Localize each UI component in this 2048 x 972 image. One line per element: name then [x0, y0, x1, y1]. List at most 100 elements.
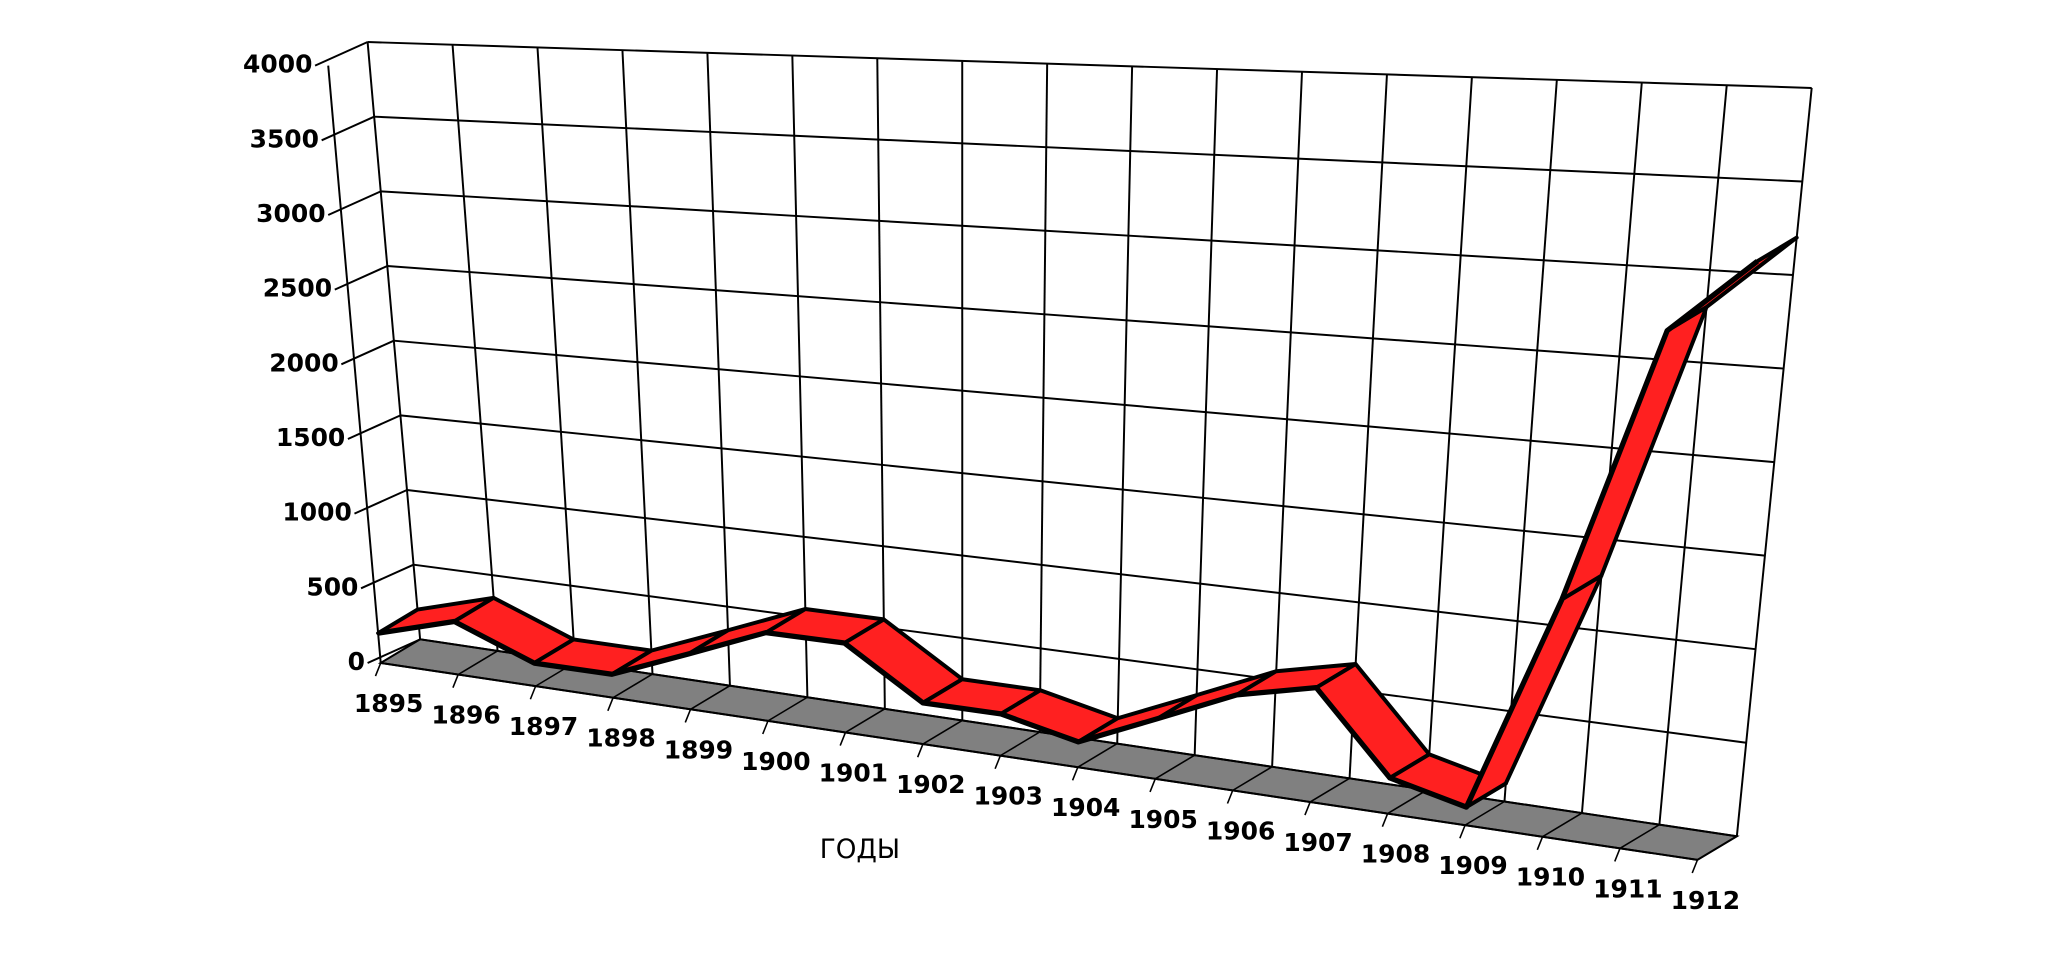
x-tick-label: 1903 [974, 782, 1043, 811]
x-tick [1077, 742, 1118, 768]
x-tick-out [994, 755, 1002, 770]
grid-line-vertical [1271, 71, 1303, 767]
grid-line-vertical [876, 58, 886, 709]
x-tick-out [1226, 790, 1234, 804]
grid-line [406, 489, 1756, 651]
x-tick [922, 719, 963, 745]
grid-line-vertical [621, 50, 654, 675]
x-tick-label: 1899 [664, 735, 733, 764]
x-tick-label: 1901 [819, 758, 888, 787]
y-tick [347, 414, 401, 440]
x-tick-label: 1907 [1283, 828, 1352, 857]
x-tick [1464, 800, 1505, 826]
x-tick [845, 708, 886, 734]
grid-line-vertical [1503, 79, 1558, 802]
grid-line-vertical [451, 44, 499, 651]
x-tick-label: 1912 [1671, 886, 1740, 915]
grid-line [400, 414, 1766, 557]
y-tick-label: 0 [348, 647, 365, 676]
x-tick [1697, 835, 1738, 861]
x-tick-out [1614, 848, 1621, 862]
x-tick-label: 1896 [431, 701, 500, 730]
x-tick [380, 638, 421, 664]
x-tick-label: 1895 [354, 689, 423, 718]
x-tick [612, 673, 653, 699]
y-tick-label: 500 [306, 572, 358, 601]
y-tick [314, 41, 369, 67]
x-tick [457, 650, 498, 676]
y-tick-label: 3000 [256, 199, 325, 228]
grid-line-vertical [1193, 69, 1219, 756]
x-tick-label: 1902 [896, 770, 965, 799]
x-tick-label: 1897 [509, 712, 578, 741]
y-tick [340, 339, 395, 366]
y-tick [334, 265, 388, 291]
y-tick [367, 638, 421, 664]
grid-line-vertical [536, 47, 577, 663]
grid-line [393, 339, 1775, 464]
grid-line-vertical [791, 55, 809, 698]
x-tick [999, 731, 1041, 757]
y-tick [354, 489, 408, 515]
x-tick [767, 696, 808, 722]
grid-line-vertical [1038, 63, 1049, 733]
x-tick [690, 684, 731, 710]
x-tick-out [452, 674, 459, 688]
x-tick-label: 1904 [1051, 793, 1120, 822]
x-tick [1154, 754, 1196, 780]
x-tick-out [607, 697, 614, 712]
y-tick [321, 115, 375, 142]
grid-line [387, 265, 1784, 370]
x-tick [1309, 777, 1350, 803]
x-tick-label: 1905 [1128, 805, 1197, 834]
x-tick-label: 1900 [741, 747, 810, 776]
x-axis [380, 661, 1698, 861]
x-tick-out [839, 732, 847, 746]
x-tick-out [1381, 813, 1389, 827]
y-tick [360, 563, 414, 590]
x-tick-out [1071, 766, 1079, 781]
ribbon-segment [1464, 573, 1604, 810]
grid-line [380, 190, 1794, 277]
x-tick-label: 1908 [1361, 840, 1430, 869]
x-tick [1619, 823, 1660, 849]
x-tick-out [1149, 778, 1157, 793]
grid-line-vertical [1658, 85, 1728, 825]
x-tick-out [1304, 801, 1311, 816]
grid-line-vertical [1348, 74, 1388, 779]
x-tick-label: 1909 [1438, 851, 1507, 880]
grid-line-vertical [366, 41, 422, 640]
x-tick [1387, 789, 1428, 815]
line [377, 259, 1759, 810]
x-tick-out [916, 743, 924, 758]
y-tick-label: 1000 [282, 498, 351, 527]
x-tick-out [529, 685, 537, 700]
grid-line-vertical [1580, 82, 1643, 814]
x-tick-label: 1906 [1206, 816, 1275, 845]
x-tick-out [1536, 836, 1544, 851]
x-tick-out [1459, 824, 1466, 839]
x-axis-title: ГОДЫ [820, 835, 900, 865]
x-tick-label: 1910 [1516, 863, 1585, 892]
y-tick-label: 4000 [243, 50, 312, 79]
grid-line-vertical [1426, 77, 1473, 790]
y-axis [327, 65, 382, 664]
y-tick-label: 1500 [276, 423, 345, 452]
grid-line-vertical [1116, 66, 1134, 744]
y-tick-label: 3500 [250, 124, 319, 153]
x-tick-out [1691, 859, 1699, 874]
y-tick-label: 2500 [263, 274, 332, 303]
x-tick-out [762, 720, 769, 735]
grid-line-vertical [706, 52, 731, 686]
x-tick-out [684, 709, 692, 723]
x-tick [1542, 812, 1583, 838]
y-tick-label: 2000 [269, 348, 338, 377]
x-tick-out [374, 662, 382, 677]
y-tick [327, 190, 382, 216]
grid-line [374, 115, 1803, 183]
x-tick [1232, 766, 1273, 792]
grid-line [367, 41, 1812, 89]
x-tick-label: 1898 [586, 724, 655, 753]
